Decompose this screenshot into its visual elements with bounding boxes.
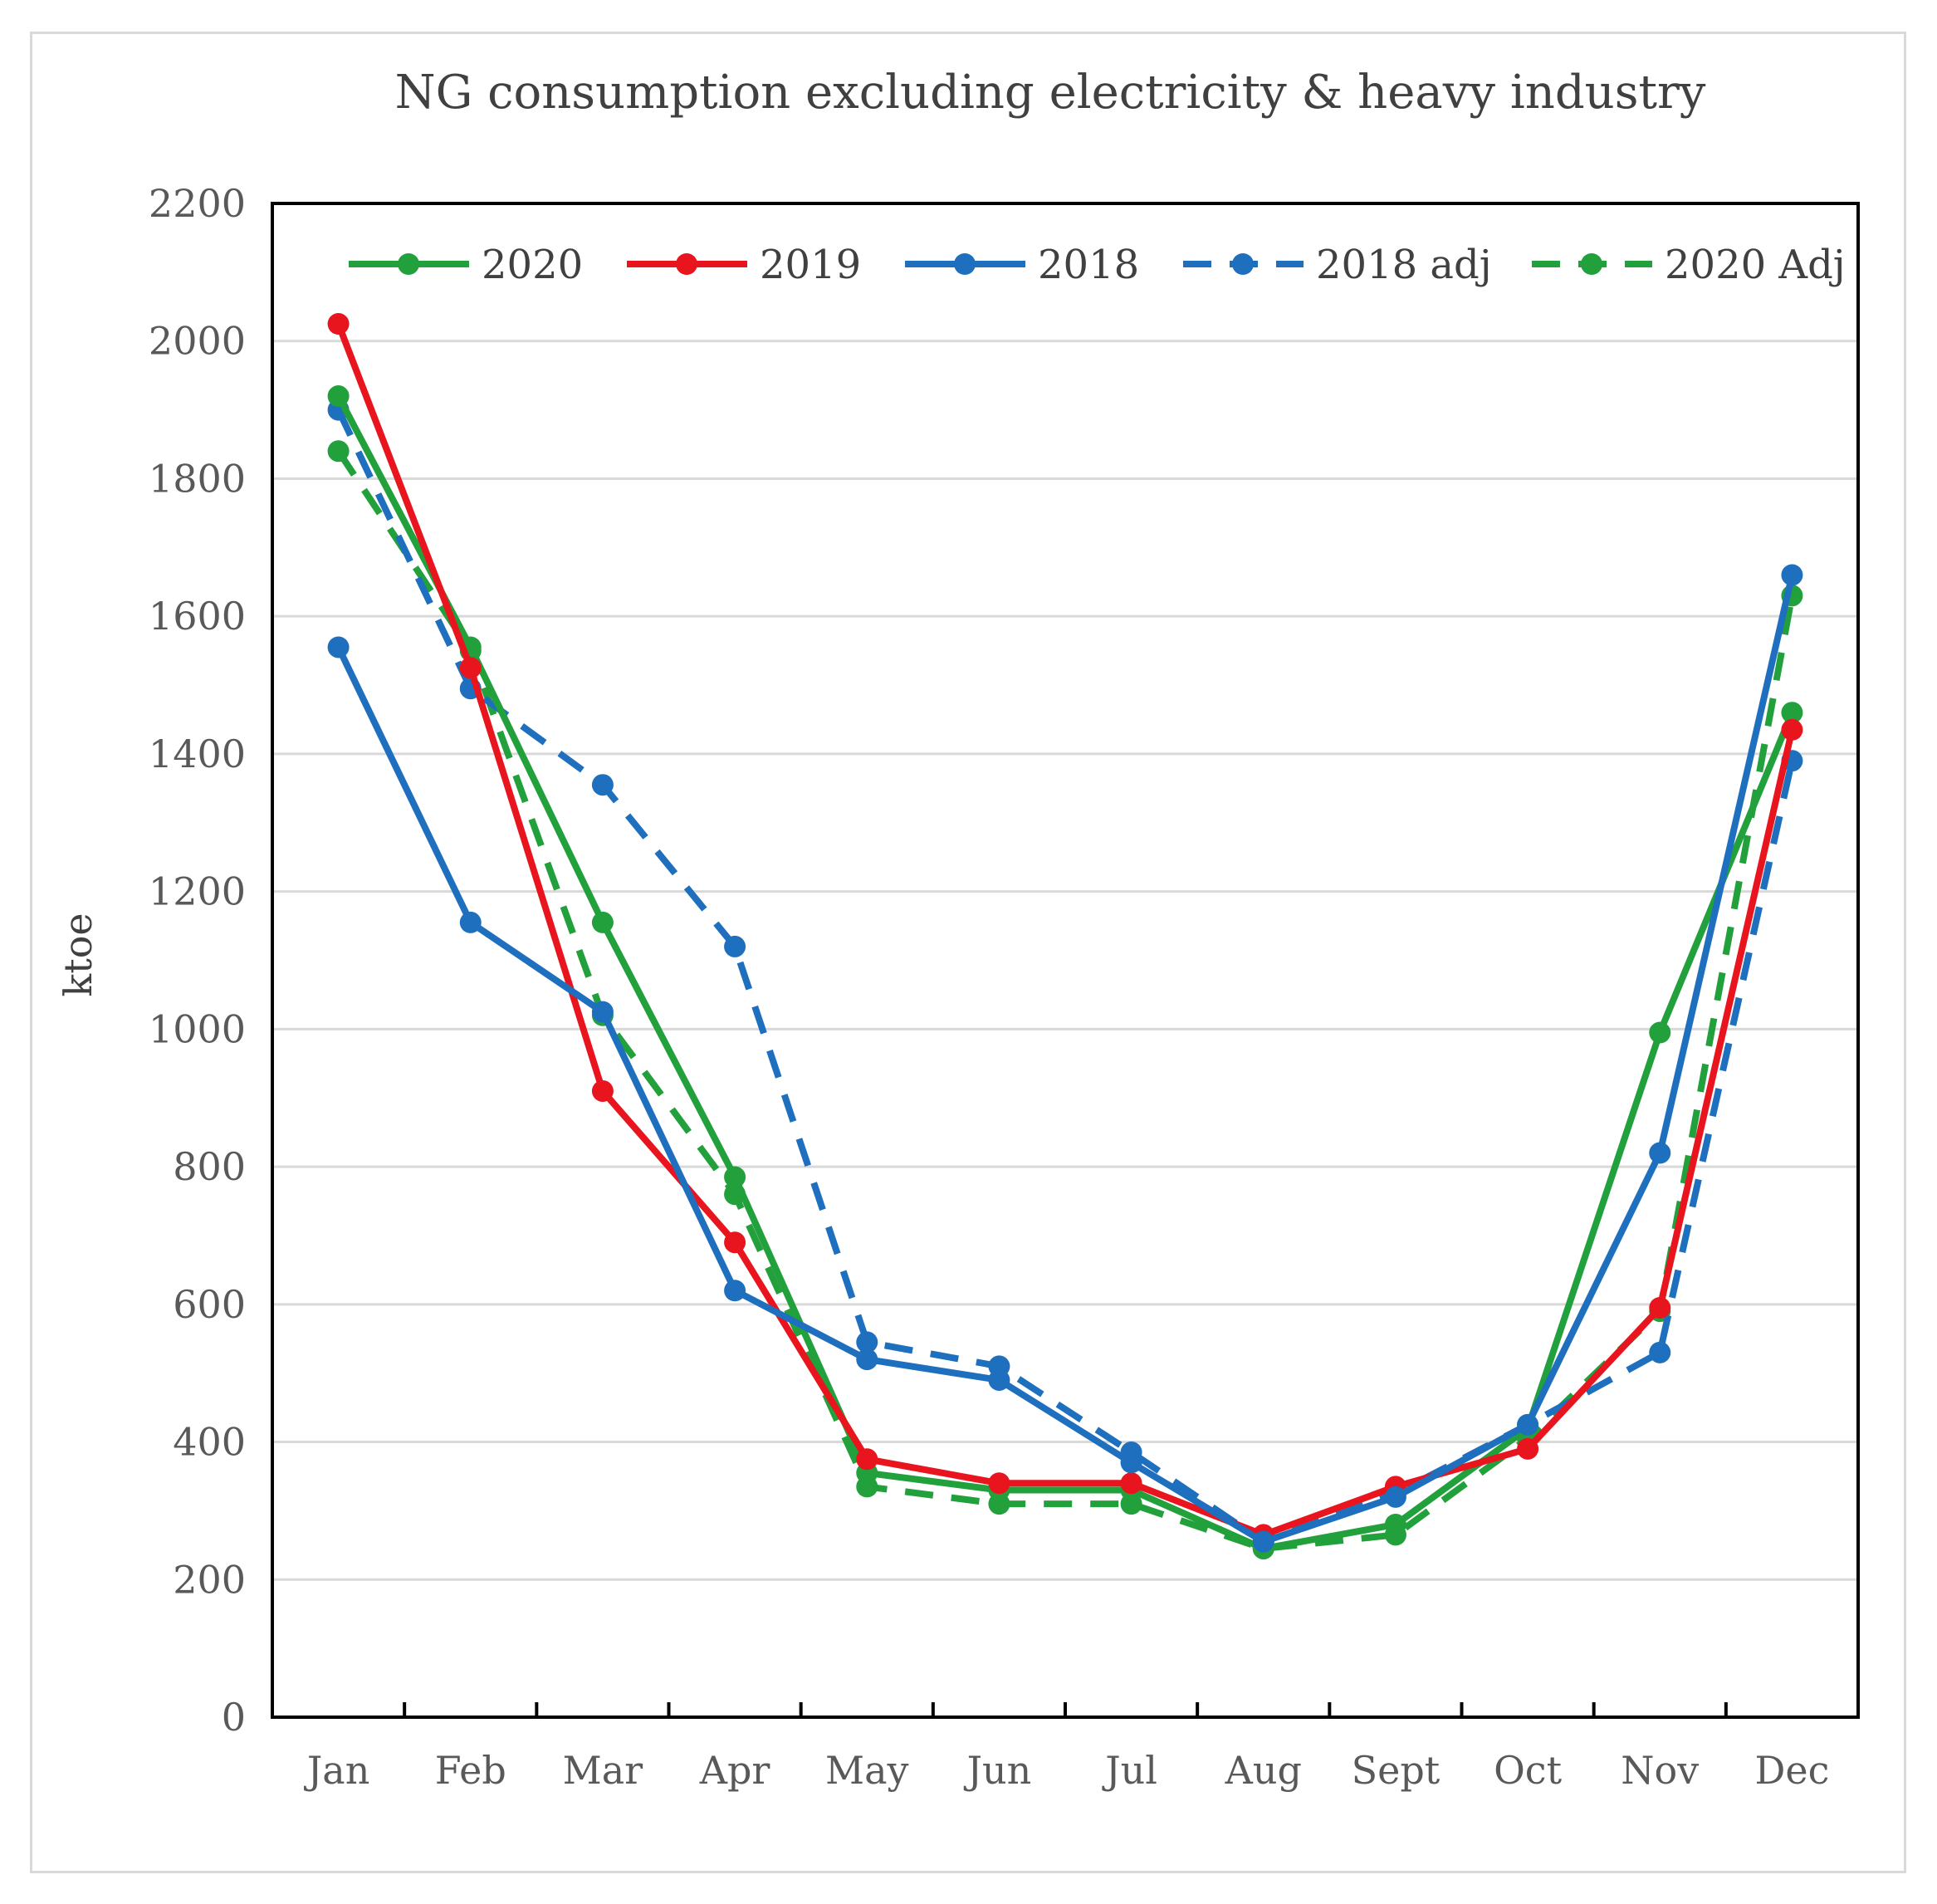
- data-point: [459, 657, 482, 679]
- y-tick-label: 2200: [149, 181, 246, 226]
- y-tick-label: 2000: [149, 319, 246, 364]
- x-tick-label: Jan: [304, 1748, 370, 1793]
- y-tick-label: 400: [173, 1420, 246, 1465]
- series-line: [335, 449, 1796, 1552]
- y-tick-label: 800: [173, 1144, 246, 1189]
- data-point: [459, 911, 482, 933]
- series-2019: [327, 313, 1803, 1546]
- legend-item: 2020: [349, 242, 583, 288]
- y-tick-label: 1600: [149, 594, 246, 639]
- y-tick-label: 0: [222, 1695, 246, 1740]
- data-point: [724, 1166, 746, 1188]
- legend-label: 2020 Adj: [1665, 242, 1846, 288]
- series-line: [335, 408, 1796, 1545]
- legend-label: 2018 adj: [1316, 242, 1492, 288]
- data-point: [1384, 1486, 1406, 1508]
- x-tick-label: Jun: [964, 1748, 1032, 1793]
- series-line: [335, 394, 1796, 1552]
- data-point: [327, 313, 350, 335]
- chart-title: NG consumption excluding electricity & h…: [395, 66, 1706, 120]
- data-point: [1649, 1142, 1671, 1164]
- legend-swatch-marker: [676, 253, 697, 275]
- y-tick-label: 1800: [149, 456, 246, 501]
- series-line: [335, 574, 1796, 1545]
- grid-lines: [272, 340, 1858, 1581]
- data-point: [1649, 1341, 1671, 1363]
- data-point: [856, 1348, 878, 1371]
- legend-label: 2018: [1038, 242, 1139, 288]
- data-point: [1649, 1021, 1671, 1044]
- y-tick-label: 1200: [149, 869, 246, 914]
- y-tick-label: 1400: [149, 732, 246, 776]
- data-point: [327, 440, 350, 463]
- data-point: [988, 1368, 1010, 1391]
- data-point: [591, 1079, 614, 1102]
- data-point: [1384, 1513, 1406, 1535]
- data-point: [1252, 1530, 1274, 1553]
- data-point: [327, 636, 350, 658]
- x-tick-label: Feb: [435, 1748, 506, 1793]
- x-tick-label: Nov: [1621, 1748, 1699, 1793]
- data-point: [591, 774, 614, 796]
- x-tick-label: Mar: [563, 1748, 643, 1793]
- series-2018: [327, 564, 1803, 1553]
- legend: 2020 2019 2018 2018 adj 2020 Adj: [349, 242, 1846, 288]
- x-tick-labels: Jan Feb Mar Apr May Jun Jul Aug Sept Oct Nov Dec: [304, 1748, 1830, 1793]
- data-point: [724, 1231, 746, 1254]
- series-line: [335, 322, 1796, 1539]
- x-tick-label: May: [825, 1748, 909, 1793]
- legend-swatch-marker: [1232, 253, 1254, 275]
- legend-swatch-marker: [1581, 253, 1602, 275]
- data-point: [988, 1472, 1010, 1495]
- legend-item: 2018 adj: [1183, 242, 1492, 288]
- x-tick-label: Dec: [1754, 1748, 1829, 1793]
- data-point: [856, 1448, 878, 1471]
- y-tick-labels: 0 200 400 600 800 1000 1200 1400 1600 1800 2000 220…: [149, 181, 246, 1740]
- data-point: [1120, 1472, 1142, 1495]
- x-tick-label: Oct: [1494, 1748, 1562, 1793]
- y-tick-label: 200: [173, 1557, 246, 1602]
- data-point: [1781, 564, 1803, 586]
- data-point: [1649, 1296, 1671, 1319]
- data-point: [724, 935, 746, 957]
- series-group: [327, 313, 1803, 1559]
- data-point: [1781, 718, 1803, 741]
- data-point: [1781, 702, 1803, 724]
- data-point: [1120, 1451, 1142, 1474]
- data-point: [327, 385, 350, 408]
- legend-item: 2018: [905, 242, 1139, 288]
- x-tick-label: Aug: [1225, 1748, 1302, 1793]
- x-tick-label: Jul: [1102, 1748, 1157, 1793]
- y-tick-label: 1000: [149, 1006, 246, 1051]
- x-tick-label: Apr: [699, 1748, 770, 1793]
- data-point: [591, 911, 614, 933]
- legend-swatch-marker: [398, 253, 419, 275]
- legend-item: 2019: [627, 242, 861, 288]
- axes: [271, 202, 1860, 1719]
- legend-swatch-marker: [954, 253, 976, 275]
- data-point: [856, 1331, 878, 1353]
- legend-item: 2020 Adj: [1532, 242, 1846, 288]
- legend-label: 2019: [760, 242, 861, 288]
- data-point: [724, 1280, 746, 1302]
- y-axis-label: ktoe: [56, 913, 100, 996]
- data-point: [1517, 1437, 1539, 1460]
- y-tick-label: 600: [173, 1282, 246, 1327]
- legend-label: 2020: [482, 242, 583, 288]
- x-tick-label: Sept: [1352, 1748, 1441, 1793]
- data-point: [591, 1001, 614, 1023]
- data-point: [1517, 1413, 1539, 1436]
